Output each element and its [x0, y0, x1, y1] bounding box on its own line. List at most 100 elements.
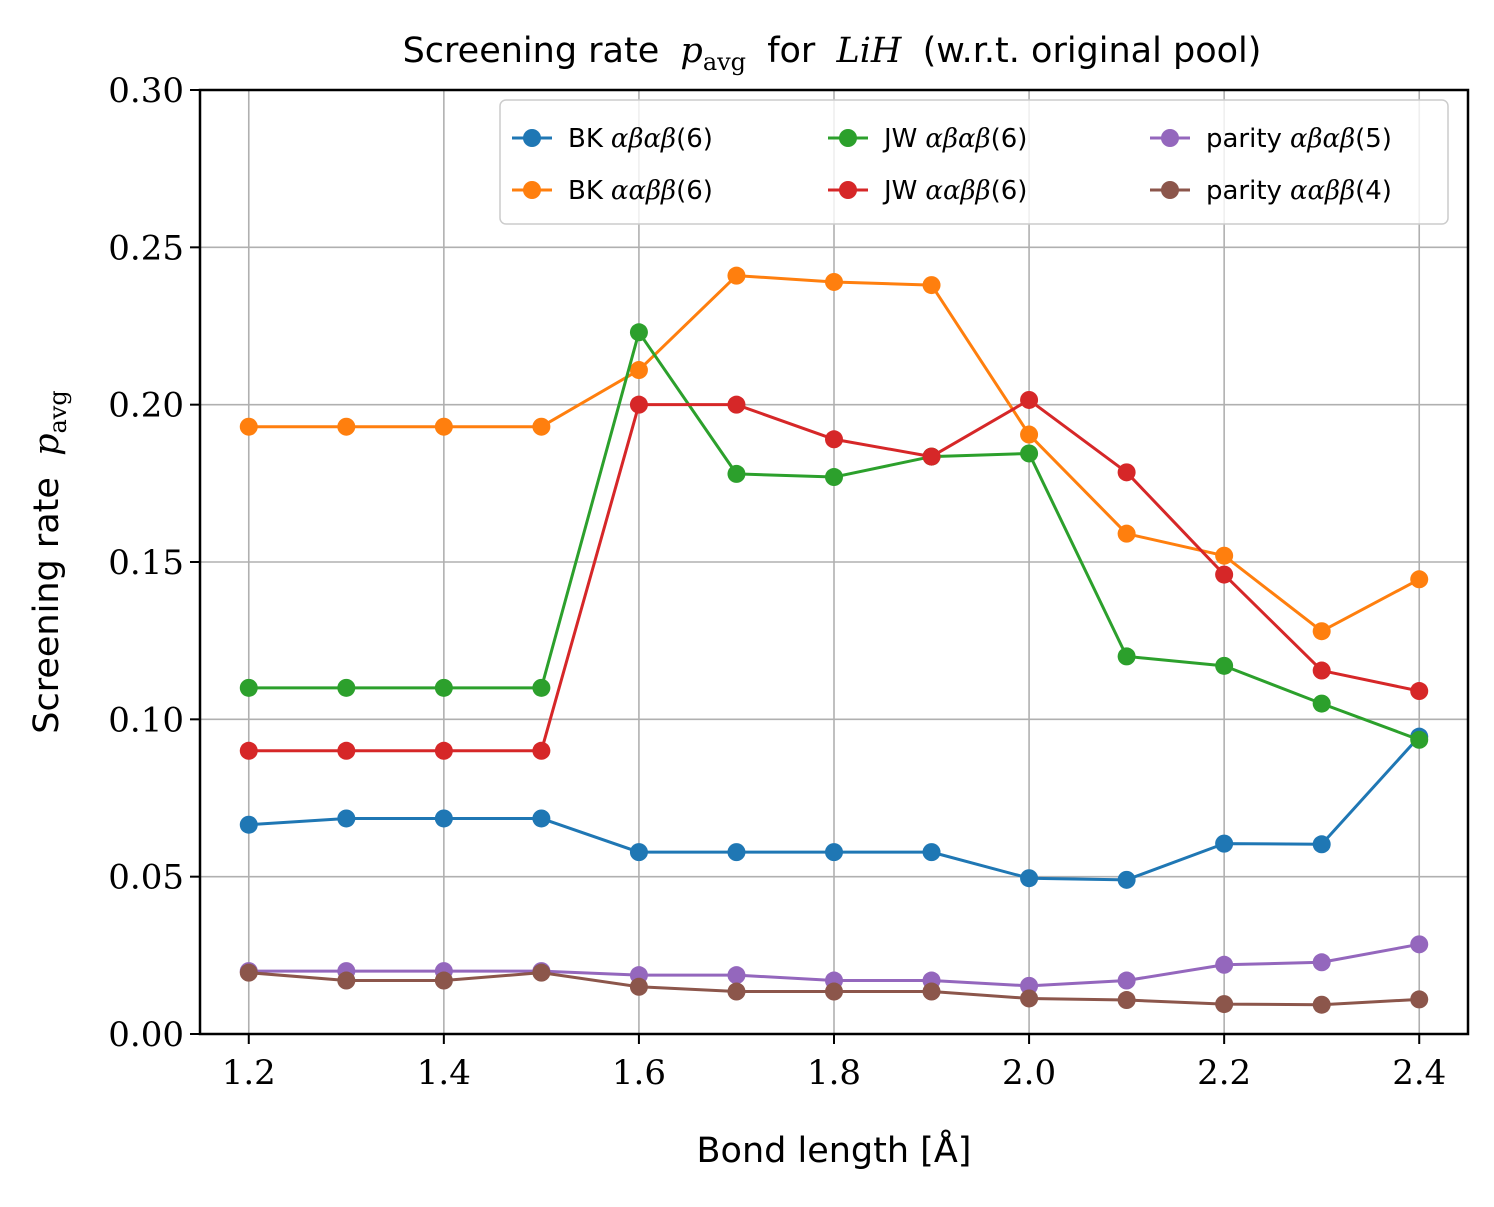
legend-marker — [523, 129, 541, 147]
legend-entry: parity ααββ(4) — [1150, 176, 1392, 206]
data-point — [1020, 976, 1039, 995]
legend-entry: JW αβαβ(6) — [828, 124, 1027, 154]
data-point — [1020, 390, 1039, 409]
y-tick-label: 0.05 — [108, 858, 184, 898]
data-point — [1020, 425, 1039, 444]
legend-entry: BK αβαβ(6) — [512, 124, 713, 154]
data-point — [434, 809, 453, 828]
legend-marker — [1161, 129, 1179, 147]
chart-title: Screening rate pavg for LiH (w.r.t. orig… — [403, 31, 1262, 79]
series-1 — [239, 266, 1429, 641]
data-point — [629, 977, 648, 996]
data-point — [1312, 835, 1331, 854]
data-point — [1215, 565, 1234, 584]
y-tick-label: 0.10 — [108, 700, 184, 740]
data-point — [1215, 995, 1234, 1014]
data-point — [1117, 971, 1136, 990]
x-tick-label: 1.8 — [807, 1053, 861, 1093]
data-point — [1020, 444, 1039, 463]
data-point — [434, 417, 453, 436]
axis-ticks: 1.2 1.4 1.6 1.8 2.0 2.2 2.4 0.00 0.05 0.10 0.15 0.2… — [108, 71, 1446, 1093]
legend-entry: parity αβαβ(5) — [1150, 124, 1392, 154]
data-point — [532, 809, 551, 828]
data-point — [434, 741, 453, 760]
data-point — [1410, 935, 1429, 954]
x-tick-label: 2.4 — [1392, 1053, 1446, 1093]
data-point — [239, 815, 258, 834]
data-point — [1312, 953, 1331, 972]
data-point — [727, 843, 746, 862]
data-point — [922, 843, 941, 862]
grid-lines — [200, 89, 1468, 1035]
data-point — [1117, 463, 1136, 482]
legend-label: parity αβαβ(5) — [1206, 124, 1392, 154]
data-point — [727, 464, 746, 483]
data-point — [629, 395, 648, 414]
legend-label: JW αβαβ(6) — [882, 124, 1027, 154]
data-point — [1020, 869, 1039, 888]
y-tick-label: 0.30 — [108, 71, 184, 111]
data-point — [239, 678, 258, 697]
legend-entry: BK ααββ(6) — [512, 176, 713, 206]
series-5 — [239, 963, 1429, 1014]
data-point — [532, 417, 551, 436]
data-point — [825, 272, 843, 291]
data-point — [239, 963, 258, 982]
data-point — [1410, 682, 1429, 701]
data-point — [1410, 990, 1429, 1009]
data-point — [1410, 570, 1429, 589]
data-point — [727, 395, 746, 414]
data-point — [337, 809, 356, 828]
data-point — [1410, 730, 1429, 749]
data-point — [922, 982, 941, 1001]
data-point — [337, 741, 356, 760]
x-axis-title: Bond length [Å] — [697, 1128, 972, 1171]
data-point — [1020, 989, 1039, 1008]
data-point — [1215, 546, 1234, 565]
data-point — [1215, 656, 1234, 675]
x-tick-label: 2.2 — [1197, 1053, 1251, 1093]
data-point — [532, 678, 551, 697]
data-point — [239, 741, 258, 760]
data-point — [727, 982, 746, 1001]
data-point — [922, 276, 941, 295]
data-point — [1312, 995, 1331, 1014]
data-point — [629, 361, 648, 380]
data-point — [434, 678, 453, 697]
legend-label: BK ααββ(6) — [568, 176, 713, 206]
legend-marker — [1161, 181, 1179, 199]
data-point — [727, 266, 746, 285]
data-point — [825, 468, 843, 487]
data-point — [922, 447, 941, 466]
data-point — [629, 323, 648, 342]
y-tick-label: 0.15 — [108, 543, 184, 583]
x-tick-label: 2.0 — [1002, 1053, 1056, 1093]
data-point — [337, 417, 356, 436]
data-point — [825, 982, 843, 1001]
data-point — [629, 843, 648, 862]
legend-entry: JW ααββ(6) — [828, 176, 1027, 206]
legend-box — [499, 99, 1449, 225]
data-point — [1312, 661, 1331, 680]
legend-marker — [839, 129, 857, 147]
x-tick-label: 1.6 — [612, 1053, 666, 1093]
y-axis-title: Screening rate pavg — [27, 390, 72, 733]
legend-entries: BK αβαβ(6) BK ααββ(6) JW αβαβ(6) JW ααββ(6) pari… — [512, 124, 1392, 206]
series-3 — [239, 390, 1429, 760]
legend-label: JW ααββ(6) — [882, 176, 1027, 206]
data-point — [434, 971, 453, 990]
data-point — [1117, 647, 1136, 666]
data-point — [1117, 991, 1136, 1010]
data-point — [825, 843, 843, 862]
data-point — [1117, 870, 1136, 889]
series-4 — [239, 935, 1429, 995]
x-tick-label: 1.2 — [222, 1053, 276, 1093]
data-point — [1312, 622, 1331, 641]
data-point — [337, 678, 356, 697]
series-layer — [239, 266, 1429, 1014]
legend-label: BK αβαβ(6) — [568, 124, 713, 154]
legend-label: parity ααββ(4) — [1206, 176, 1392, 206]
series-0 — [239, 727, 1429, 889]
